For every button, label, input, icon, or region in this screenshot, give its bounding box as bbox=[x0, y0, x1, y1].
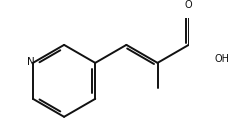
Text: OH: OH bbox=[213, 54, 228, 64]
Text: O: O bbox=[184, 0, 192, 10]
Text: N: N bbox=[27, 57, 35, 67]
